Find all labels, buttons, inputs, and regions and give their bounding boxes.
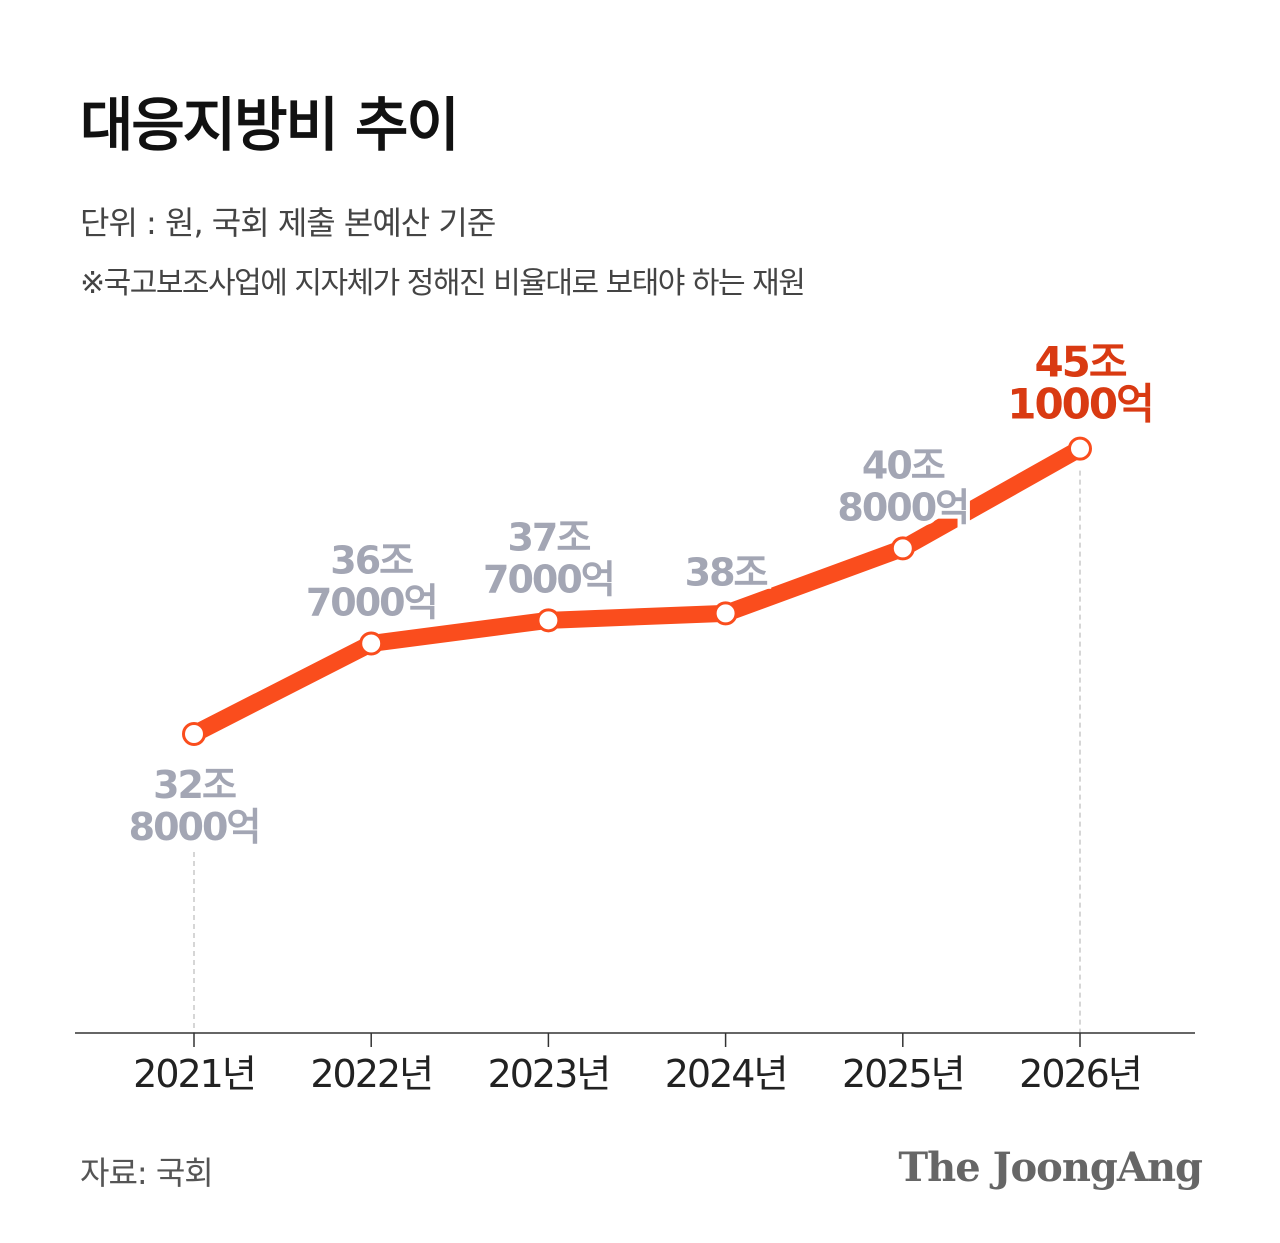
data-label: 7000억 [483,557,614,601]
data-point [713,601,738,626]
chart-subtitle: 단위 : 원, 국회 제출 본예산 기준 [80,204,496,242]
data-label: 40조 [862,443,945,487]
series-line [185,440,1089,743]
data-point [359,631,384,656]
data-point [536,608,561,633]
source-note: 자료: 국회 [80,1154,214,1192]
chart-title: 대응지방비 추이 [80,91,460,159]
data-point [1068,436,1092,461]
data-point [890,536,915,561]
data-label: 8000억 [837,485,968,529]
data-label: 8000억 [129,805,260,849]
x-tick-label: 2021년 [133,1052,255,1096]
data-label: 37조 [507,515,590,559]
x-tick-label: 2024년 [665,1052,787,1096]
data-label: 45조 [1034,338,1126,387]
data-label: 1000억 [1007,380,1153,429]
chart-note: ※국고보조사업에 지자체가 정해진 비율대로 보태야 하는 재원 [80,266,806,301]
data-label: 36조 [330,539,413,583]
x-tick-label: 2022년 [310,1052,432,1096]
data-label: 32조 [153,763,236,807]
publisher-logo: The JoongAng [898,1144,1203,1191]
x-tick-label: 2023년 [488,1052,610,1096]
x-tick-label: 2025년 [842,1052,964,1096]
data-label: 7000억 [306,581,437,625]
x-tick-label: 2026년 [1019,1052,1141,1096]
data-label: 38조 [685,550,768,594]
data-point [182,722,206,746]
